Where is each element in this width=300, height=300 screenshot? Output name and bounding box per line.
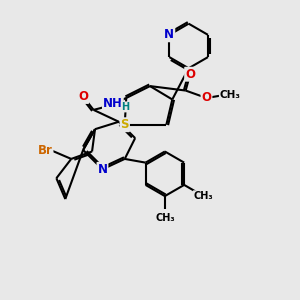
Text: H: H [121,102,129,112]
Text: O: O [185,68,195,81]
Text: O: O [202,92,212,104]
Text: NH: NH [103,98,123,110]
Text: O: O [78,90,88,103]
Text: CH₃: CH₃ [220,90,241,100]
Text: N: N [98,163,107,176]
Text: Br: Br [38,143,52,157]
Text: CH₃: CH₃ [155,213,175,224]
Text: CH₃: CH₃ [194,191,213,201]
Text: S: S [121,118,129,131]
Text: N: N [164,28,174,41]
